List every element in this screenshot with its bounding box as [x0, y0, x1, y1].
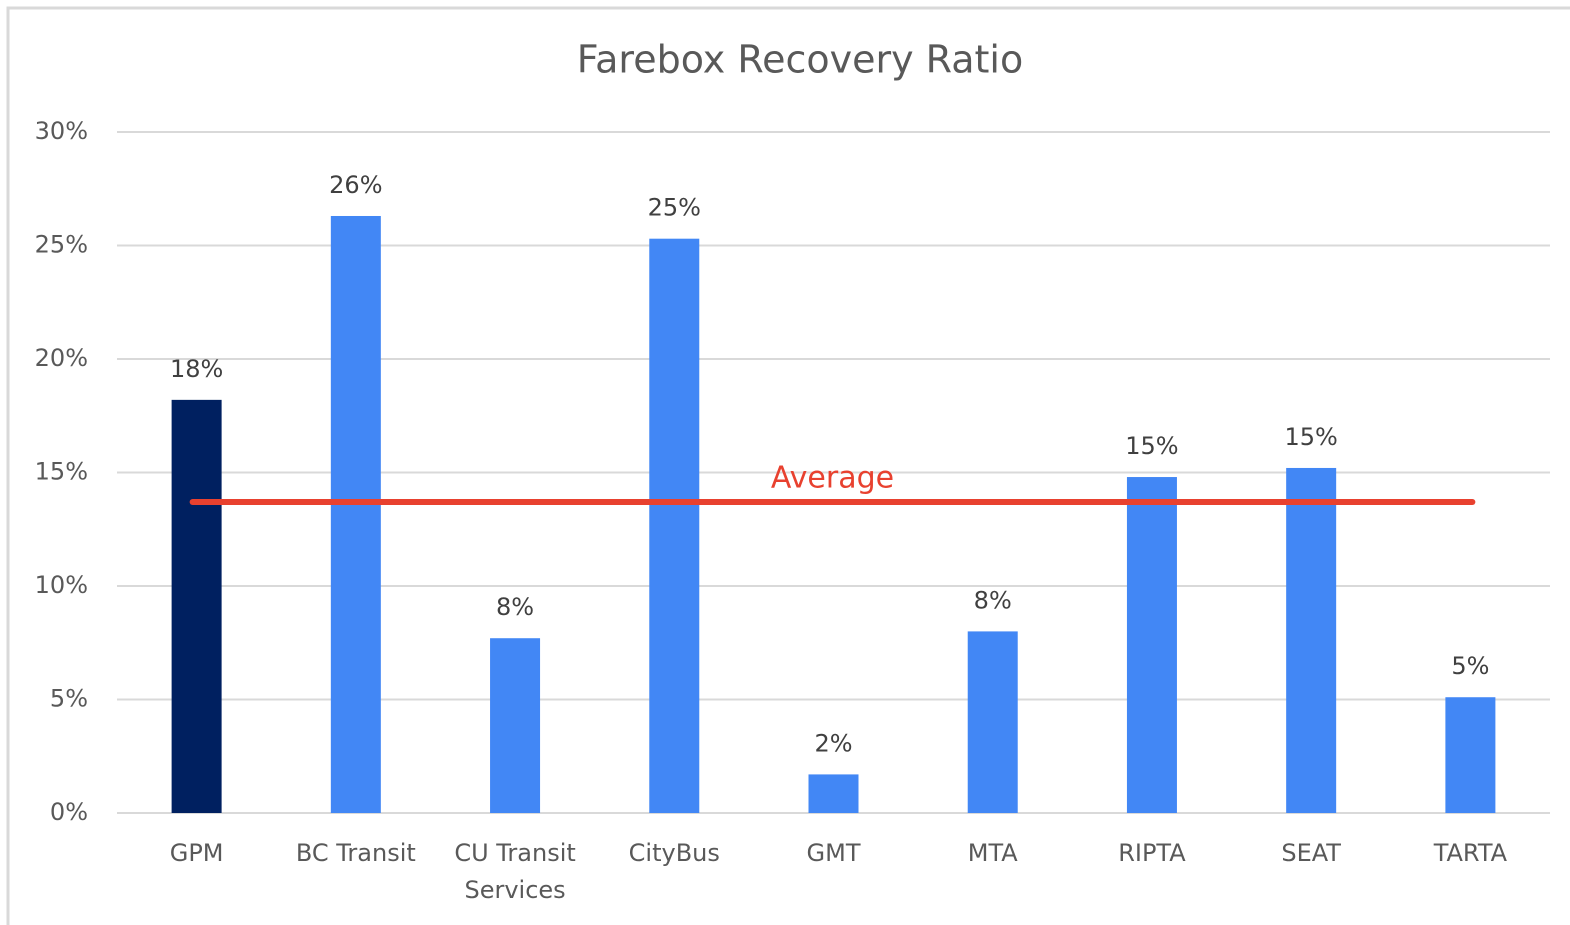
x-tick-label: CityBus [629, 839, 720, 867]
y-tick-label: 20% [35, 344, 88, 372]
bar [649, 238, 700, 813]
data-label: 8% [496, 593, 534, 621]
x-tick-label: SEAT [1281, 839, 1341, 867]
data-label: 25% [648, 194, 701, 222]
data-label: 18% [170, 355, 223, 383]
data-label: 8% [974, 586, 1012, 614]
bar [1286, 467, 1337, 813]
data-label: 15% [1284, 423, 1337, 451]
x-tick-label: BC Transit [296, 839, 416, 867]
bar [967, 631, 1018, 813]
average-label: Average [771, 461, 894, 496]
y-tick-label: 25% [35, 231, 88, 259]
x-tick-label: GPM [170, 839, 224, 867]
y-tick-label: 15% [35, 458, 88, 486]
chart-title: Farebox Recovery Ratio [577, 38, 1023, 82]
data-label: 26% [329, 171, 382, 199]
data-label: 5% [1451, 652, 1489, 680]
bar [1445, 697, 1496, 813]
bar [330, 215, 381, 814]
bar [171, 399, 222, 813]
y-tick-label: 30% [35, 117, 88, 145]
x-tick-label: MTA [968, 839, 1019, 867]
data-label: 2% [814, 729, 852, 757]
x-tick-label: RIPTA [1118, 839, 1186, 867]
bar [808, 774, 859, 813]
y-tick-label: 0% [50, 798, 88, 826]
data-label: 15% [1125, 432, 1178, 460]
bar [490, 638, 541, 813]
x-tick-label: GMT [807, 839, 861, 867]
x-tick-label: TARTA [1433, 839, 1508, 867]
x-tick-label: CU Transit Services [454, 839, 575, 904]
bar [1126, 477, 1177, 813]
y-tick-label: 10% [35, 571, 88, 599]
y-tick-label: 5% [50, 685, 88, 713]
